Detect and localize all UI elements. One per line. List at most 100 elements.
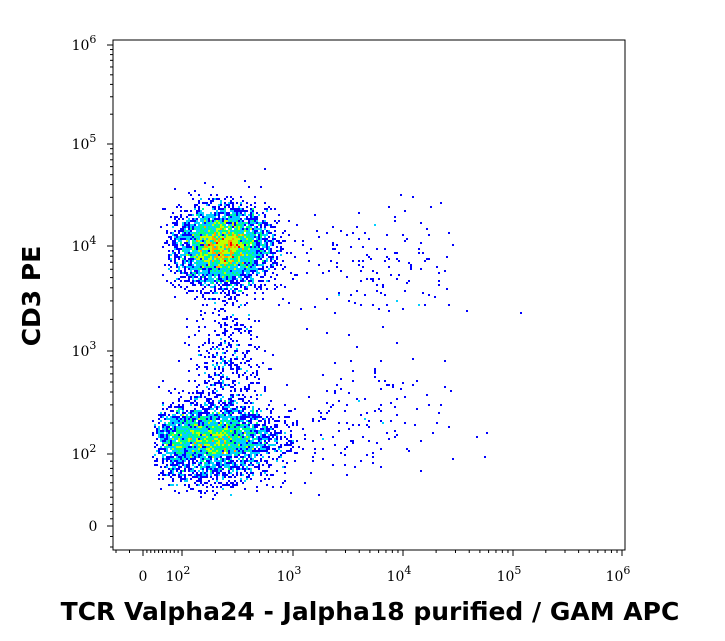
event-dot [208, 418, 210, 420]
event-dot [382, 422, 384, 424]
event-dot [200, 396, 202, 398]
event-dot [216, 468, 218, 470]
event-dot [208, 226, 210, 228]
event-dot [244, 250, 246, 252]
event-dot [224, 238, 226, 240]
event-dot [236, 242, 238, 244]
event-dot [224, 250, 226, 252]
event-dot [362, 260, 364, 262]
event-dot [162, 208, 164, 210]
event-dot [234, 242, 236, 244]
event-dot [254, 196, 256, 198]
event-dot [360, 460, 362, 462]
event-dot [202, 266, 204, 268]
event-dot [256, 442, 258, 444]
event-dot [206, 432, 208, 434]
event-dot [164, 454, 166, 456]
event-dot [220, 236, 222, 238]
event-dot [232, 450, 234, 452]
event-dot [274, 434, 276, 436]
event-dot [198, 202, 200, 204]
event-dot [204, 326, 206, 328]
event-dot [230, 338, 232, 340]
event-dot [234, 298, 236, 300]
event-dot [394, 436, 396, 438]
event-dot [158, 386, 160, 388]
event-dot [196, 460, 198, 462]
event-dot [206, 434, 208, 436]
event-dot [178, 248, 180, 250]
event-dot [258, 264, 260, 266]
event-dot [264, 430, 266, 432]
event-dot [204, 464, 206, 466]
event-dot [264, 472, 266, 474]
event-dot [254, 246, 256, 248]
event-dot [190, 228, 192, 230]
event-dot [222, 218, 224, 220]
event-dot [254, 284, 256, 286]
event-dot [170, 392, 172, 394]
event-dot [180, 228, 182, 230]
event-dot [222, 280, 224, 282]
event-dot [240, 430, 242, 432]
event-dot [180, 428, 182, 430]
event-dot [210, 434, 212, 436]
event-dot [242, 258, 244, 260]
event-dot [220, 220, 222, 222]
event-dot [288, 444, 290, 446]
event-dot [346, 446, 348, 448]
event-dot [164, 424, 166, 426]
event-dot [250, 268, 252, 270]
event-dot [230, 468, 232, 470]
event-dot [250, 270, 252, 272]
event-dot [200, 422, 202, 424]
event-dot [166, 418, 168, 420]
event-dot [322, 374, 324, 376]
event-dot [244, 356, 246, 358]
event-dot [176, 266, 178, 268]
event-dot [238, 254, 240, 256]
event-dot [236, 268, 238, 270]
event-dot [176, 244, 178, 246]
event-dot [426, 228, 428, 230]
event-dot [240, 250, 242, 252]
event-dot [188, 466, 190, 468]
event-dot [218, 206, 220, 208]
event-dot [230, 454, 232, 456]
event-dot [222, 438, 224, 440]
event-dot [216, 362, 218, 364]
event-dot [230, 364, 232, 366]
event-dot [250, 472, 252, 474]
event-dot [206, 284, 208, 286]
event-dot [246, 458, 248, 460]
event-dot [224, 248, 226, 250]
event-dot [272, 486, 274, 488]
event-dot [266, 208, 268, 210]
event-dot [190, 474, 192, 476]
event-dot [214, 284, 216, 286]
event-dot [202, 426, 204, 428]
event-dot [162, 454, 164, 456]
event-dot [210, 384, 212, 386]
event-dot [240, 390, 242, 392]
event-dot [286, 444, 288, 446]
event-dot [210, 226, 212, 228]
event-dot [256, 462, 258, 464]
event-dot [278, 432, 280, 434]
event-dot [186, 230, 188, 232]
event-dot [240, 286, 242, 288]
event-dot [210, 408, 212, 410]
event-dot [230, 270, 232, 272]
event-dot [284, 472, 286, 474]
event-dot [220, 280, 222, 282]
event-dot [246, 454, 248, 456]
event-dot [386, 256, 388, 258]
event-dot [162, 408, 164, 410]
event-dot [202, 418, 204, 420]
event-dot [212, 250, 214, 252]
x-tick-label: 104 [387, 564, 412, 585]
event-dot [210, 466, 212, 468]
event-dot [208, 228, 210, 230]
event-dot [200, 214, 202, 216]
event-dot [242, 450, 244, 452]
